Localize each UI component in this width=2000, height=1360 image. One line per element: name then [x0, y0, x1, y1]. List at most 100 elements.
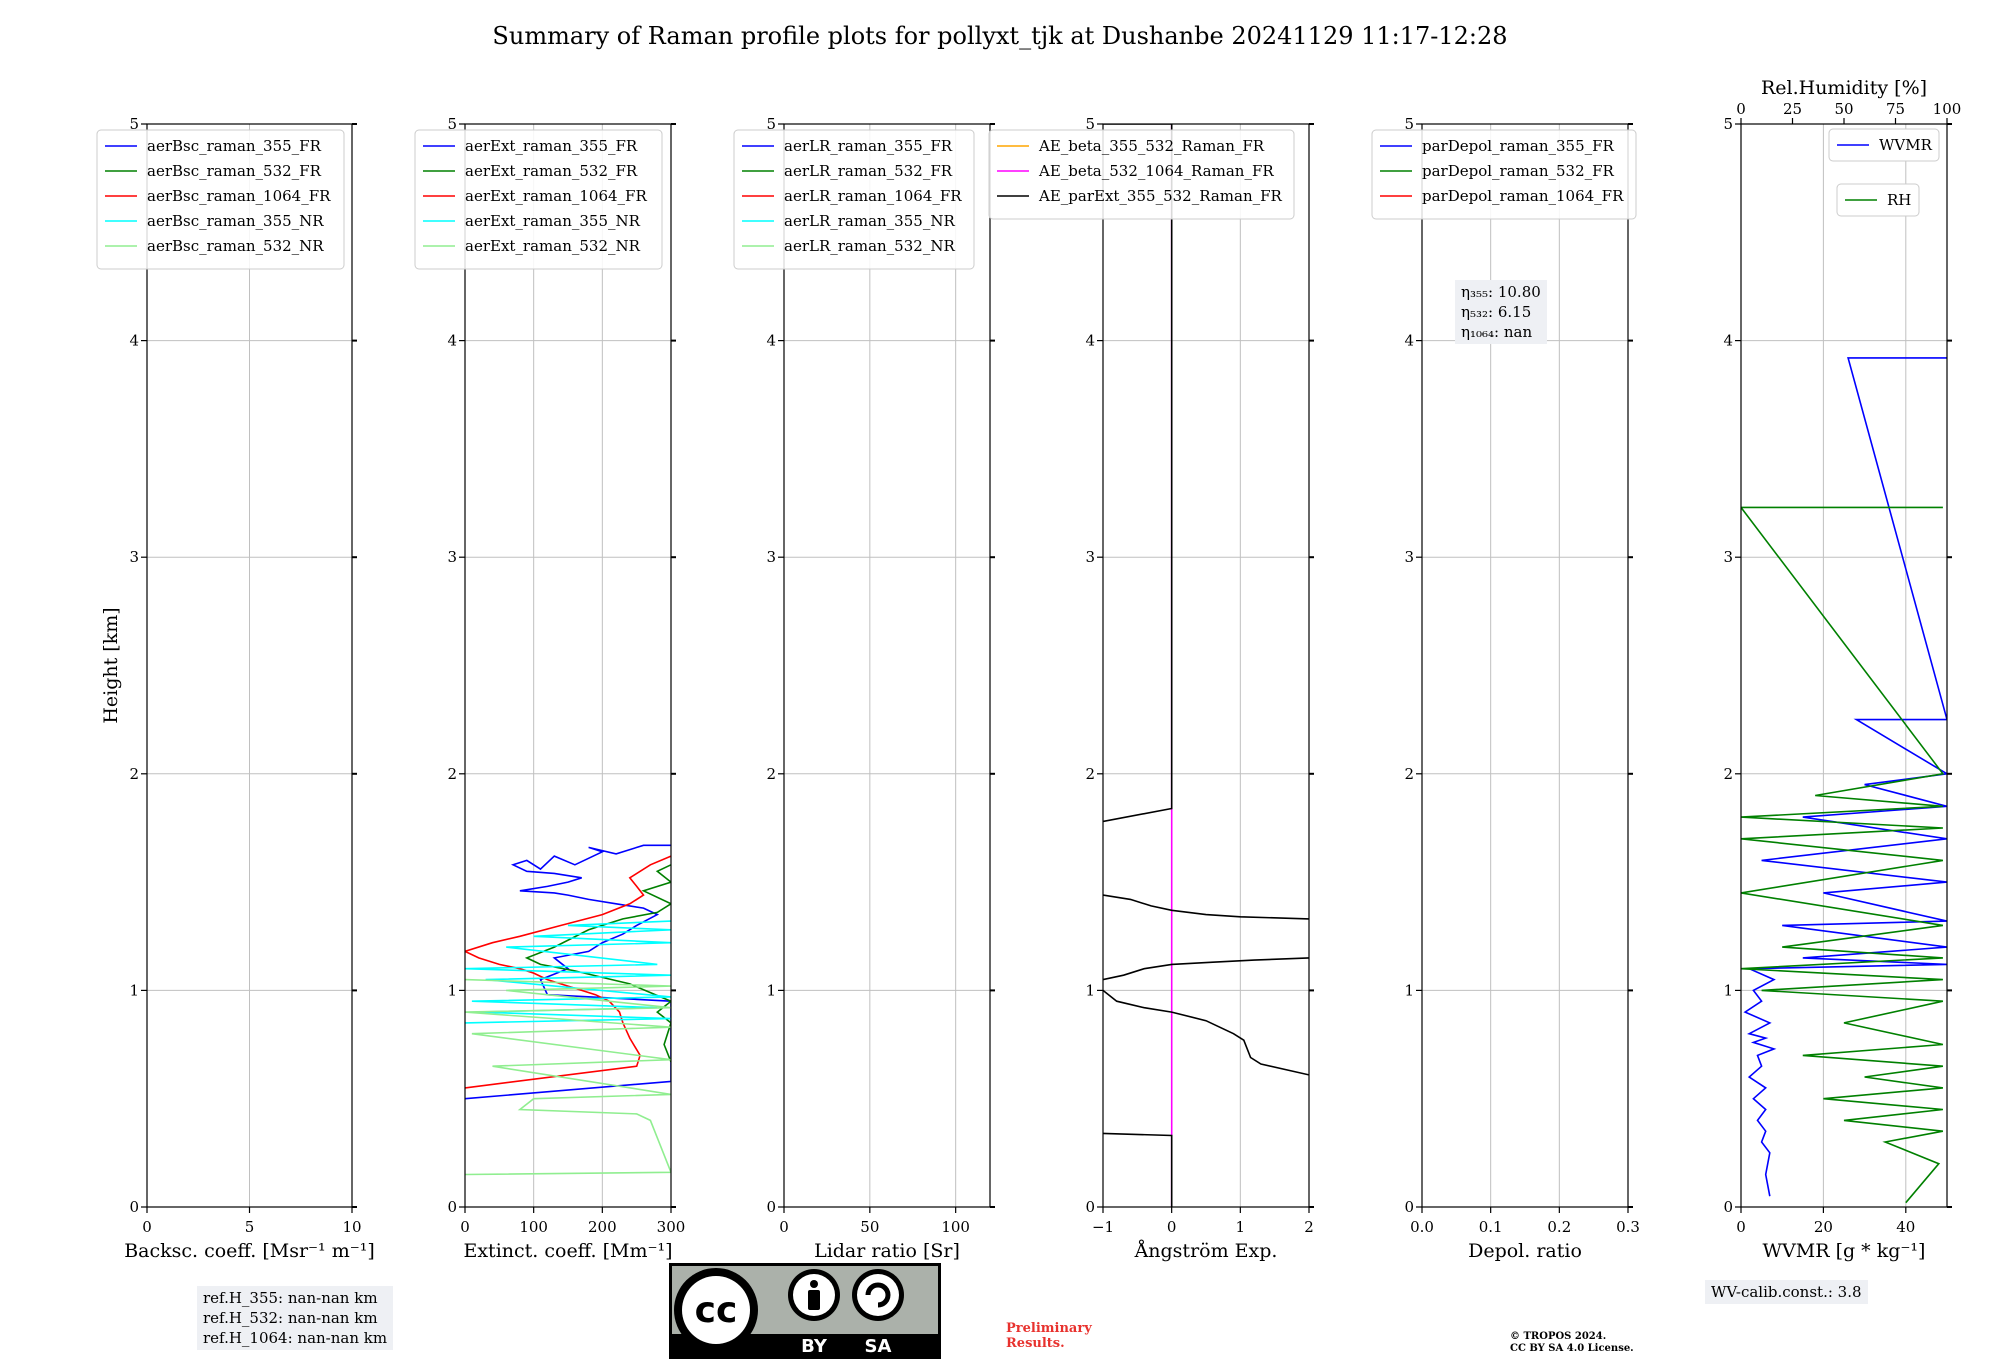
legend-label: parDepol_raman_355_FR: [1422, 137, 1615, 155]
x-tick-label: 0: [1736, 1218, 1746, 1236]
cc-sa-label: SA: [865, 1336, 892, 1357]
x2-axis-label: Rel.Humidity [%]: [1761, 77, 1927, 99]
x-tick-label: 0.2: [1547, 1218, 1571, 1236]
wv-calib-const: WV-calib.const.: 3.8: [1711, 1283, 1862, 1301]
panel-angstrom: 0 1 2 3 4 5 −1 0 1 2 Ångström Exp. AE_beta_355_532_…: [988, 115, 1314, 1262]
cc-by-label: BY: [801, 1336, 828, 1357]
x-tick-label: 2: [1304, 1218, 1314, 1236]
figure-title: Summary of Raman profile plots for polly…: [492, 22, 1507, 50]
legend-label: aerBsc_raman_532_NR: [147, 237, 324, 255]
y-tick-label: 3: [129, 548, 139, 566]
y-tick-label: 1: [766, 981, 776, 999]
y-tick-label: 0: [447, 1198, 457, 1216]
legend-label: parDepol_raman_532_FR: [1422, 162, 1615, 180]
x-tick-label: 1: [1236, 1218, 1246, 1236]
series-line-AE_parExt_355_532_Raman_FR: [1103, 124, 1309, 1207]
preliminary-note: Preliminary Results.: [1006, 1321, 1092, 1351]
sa-icon-inner: [857, 1274, 899, 1316]
sa-icon-arrow: [865, 1282, 891, 1308]
x-axis-label: Lidar ratio [Sr]: [814, 1240, 960, 1262]
x-axis-label: Depol. ratio: [1468, 1240, 1582, 1262]
y-tick-label: 3: [1404, 548, 1414, 566]
x-tick-label: 0: [142, 1218, 152, 1236]
x-tick-label: 5: [245, 1218, 255, 1236]
ref-height-1064: ref.H_1064: nan-nan km: [203, 1329, 388, 1347]
y-axis-label: Height [km]: [100, 607, 122, 723]
series-line-aerExt_raman_1064_FR: [465, 855, 671, 1089]
y-tick-label: 0: [766, 1198, 776, 1216]
y-tick-label: 2: [129, 765, 139, 783]
y-tick-label: 2: [1723, 765, 1733, 783]
legend-label: aerLR_raman_355_NR: [784, 212, 955, 230]
legend-label: aerBsc_raman_355_NR: [147, 212, 324, 230]
legend-label: aerLR_raman_532_NR: [784, 237, 955, 255]
x2-tick-label: 100: [1933, 100, 1962, 118]
by-icon-body: [808, 1290, 820, 1310]
preliminary-line2: Results.: [1006, 1336, 1065, 1351]
legend-box: [414, 129, 663, 270]
x-tick-label: 0: [1167, 1218, 1177, 1236]
y-tick-label: 1: [1723, 981, 1733, 999]
wv-calib-box: WV-calib.const.: 3.8: [1705, 1280, 1868, 1304]
axes-frame: [1421, 123, 1629, 1208]
x-tick-label: 100: [941, 1218, 970, 1236]
y-tick-label: 2: [766, 765, 776, 783]
y-tick-label: 1: [447, 981, 457, 999]
y-tick-label: 4: [1404, 332, 1414, 350]
cc-inner-circle: [682, 1276, 750, 1344]
legend-label: aerExt_raman_532_NR: [465, 237, 641, 255]
y-tick-label: 5: [1723, 115, 1733, 133]
y-tick-label: 4: [129, 332, 139, 350]
y-tick-label: 3: [766, 548, 776, 566]
y-tick-label: 1: [1085, 981, 1095, 999]
legend-label: AE_beta_532_1064_Raman_FR: [1038, 162, 1274, 180]
series-line-aerExt_raman_532_FR: [524, 864, 671, 1063]
legend-label: parDepol_raman_1064_FR: [1422, 187, 1624, 205]
legend-label: aerLR_raman_532_FR: [784, 162, 953, 180]
legend-label: aerLR_raman_355_FR: [784, 137, 953, 155]
legend-box: [988, 129, 1295, 220]
y-tick-label: 0: [1723, 1198, 1733, 1216]
legend-label: aerExt_raman_355_NR: [465, 212, 641, 230]
y-tick-label: 4: [447, 332, 457, 350]
x-tick-label: 10: [342, 1218, 361, 1236]
series-line-WVMR: [1743, 357, 1947, 1197]
by-icon-head: [810, 1280, 818, 1288]
ref-height-532: ref.H_532: nan-nan km: [203, 1309, 378, 1327]
axes-frame: [464, 123, 672, 1208]
copyright-line2: CC BY SA 4.0 License.: [1510, 1343, 1634, 1354]
copyright-note: © TROPOS 2024. CC BY SA 4.0 License.: [1510, 1331, 1634, 1355]
y-tick-label: 2: [1404, 765, 1414, 783]
x-tick-label: 50: [860, 1218, 879, 1236]
legend: aerExt_raman_355_FR aerExt_raman_532_FRae…: [414, 129, 663, 270]
x-tick-label: 0: [779, 1218, 789, 1236]
legend-label: aerExt_raman_532_FR: [465, 162, 638, 180]
series-line-RH: [1741, 506, 1945, 1204]
legend-label: aerBsc_raman_532_FR: [147, 162, 322, 180]
series-line-aerExt_raman_355_FR: [465, 844, 671, 1100]
cc-text: cc: [695, 1290, 738, 1331]
y-tick-label: 5: [766, 115, 776, 133]
panel-backscatter: 0 1 2 3 4 5 0 5 10 Backsc. coeff. [Msr⁻¹ m⁻¹] Heig…: [96, 115, 375, 1262]
ref-height-box: ref.H_355: nan-nan km ref.H_532: nan-nan…: [197, 1286, 394, 1350]
legend-label: aerBsc_raman_355_FR: [147, 137, 322, 155]
y-tick-label: 1: [1404, 981, 1414, 999]
legend: aerBsc_raman_355_FR aerBsc_raman_532_FRae…: [96, 129, 345, 270]
axes-frame: [783, 123, 991, 1208]
x-tick-label: 0.0: [1410, 1218, 1434, 1236]
legend: aerLR_raman_355_FR aerLR_raman_532_FR aerL…: [733, 129, 975, 270]
legend-label: RH: [1887, 191, 1911, 209]
y-tick-label: 4: [1723, 332, 1733, 350]
x-tick-label: 40: [1896, 1218, 1915, 1236]
legend-label: aerLR_raman_1064_FR: [784, 187, 962, 205]
x-tick-label: 100: [519, 1218, 548, 1236]
legend-box: [1828, 128, 1940, 162]
x2-tick-label: 50: [1834, 100, 1853, 118]
x2-tick-label: 75: [1886, 100, 1905, 118]
x2-tick-label: 0: [1736, 100, 1746, 118]
x-axis-label: Ångström Exp.: [1134, 1240, 1278, 1262]
x-axis-label: Backsc. coeff. [Msr⁻¹ m⁻¹]: [124, 1240, 375, 1262]
